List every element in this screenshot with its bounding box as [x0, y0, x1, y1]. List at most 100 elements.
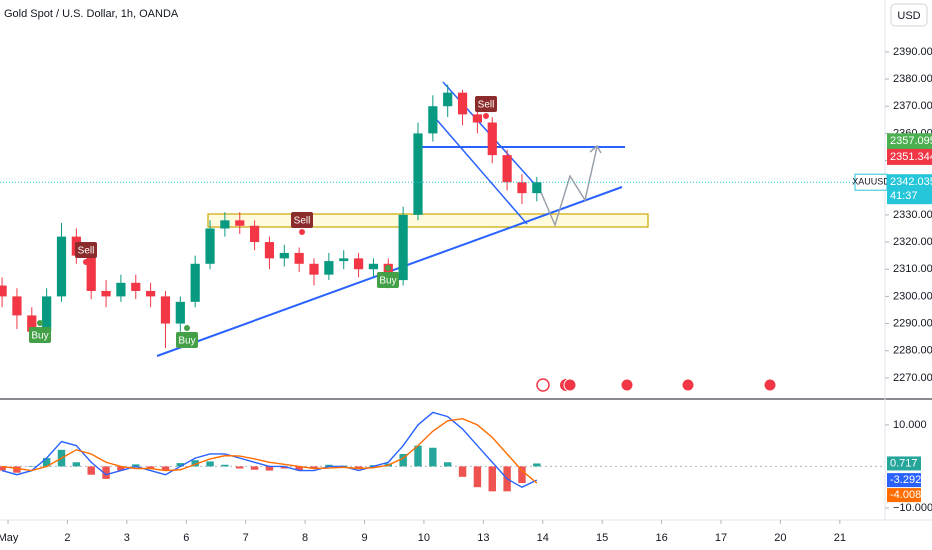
signal-dot	[83, 259, 89, 265]
signal-badge	[475, 96, 497, 112]
macd-line	[1, 417, 538, 484]
event-icon[interactable]	[681, 378, 695, 392]
candle-body	[324, 261, 334, 275]
candle-body	[160, 296, 171, 324]
event-icons	[536, 378, 777, 392]
x-tick-label: 9	[361, 532, 367, 544]
macd-histogram-bar	[42, 458, 51, 467]
candle-body	[264, 242, 275, 259]
macd-histogram-bar	[265, 466, 274, 471]
last-price-label: 2342.035	[890, 176, 932, 188]
candle-body	[220, 220, 230, 229]
macd-histogram-bar	[191, 460, 199, 467]
price-tag	[887, 148, 932, 165]
candle-body	[0, 285, 7, 297]
candle-body	[413, 133, 423, 215]
macd-histogram-bar	[28, 466, 36, 467]
candle-body	[532, 182, 542, 194]
candle-body	[368, 263, 379, 270]
price-tag-label: 2351.344	[890, 151, 932, 163]
y-tick-label: 2310.000	[893, 263, 932, 275]
candle-body	[56, 236, 67, 297]
x-tick-label: 14	[537, 532, 549, 544]
y-tick-label: 2370.000	[893, 100, 932, 112]
macd-value-tag	[887, 456, 921, 471]
signal-badge	[377, 272, 399, 288]
channel-line	[429, 111, 528, 225]
macd-histogram-bar	[518, 466, 526, 484]
x-tick-label: 15	[596, 532, 608, 544]
macd-histogram-bar	[399, 453, 407, 467]
macd-histogram-bar	[473, 466, 482, 488]
price-tag-label: 2357.095	[890, 135, 932, 147]
macd-histogram-bar	[117, 466, 125, 471]
macd-histogram-bar	[458, 466, 467, 477]
macd-histogram-bar	[13, 466, 21, 473]
zone-box	[207, 213, 649, 228]
x-tick-label: 21	[834, 532, 846, 544]
x-tick-label: 3	[124, 532, 130, 544]
candle-body	[383, 263, 393, 281]
signal-dot	[483, 113, 489, 119]
macd-histogram-bar	[429, 447, 437, 467]
x-tick-label: 2	[64, 532, 70, 544]
x-tick-label: 17	[715, 532, 727, 544]
event-icon[interactable]	[563, 378, 577, 392]
macd-histogram-bar	[132, 464, 140, 467]
y2-tick-label: 10.000	[893, 419, 927, 431]
candle-body	[428, 106, 438, 134]
candle-body	[190, 263, 200, 302]
macd-histogram-bar	[221, 464, 229, 467]
candle-body	[294, 252, 304, 264]
macd-histogram-bar	[310, 466, 318, 469]
macd-histogram-bar	[206, 461, 214, 467]
currency-button[interactable]	[890, 3, 928, 27]
signal-dot	[299, 229, 305, 235]
candle-body	[249, 225, 260, 243]
x-tick-label: May	[0, 532, 19, 544]
candle-body	[27, 315, 37, 332]
macd-histogram-bar	[354, 466, 363, 469]
macd-histogram-bar	[236, 466, 244, 469]
macd-histogram-bar	[488, 466, 496, 492]
candle-body	[205, 228, 215, 264]
candle-body	[502, 155, 512, 183]
y-tick-label: 2300.000	[893, 290, 932, 302]
y-tick-label: 2320.000	[893, 236, 932, 248]
y-tick-label: 2270.000	[893, 372, 932, 384]
candle-body	[116, 282, 126, 297]
countdown-label: 41:37	[890, 190, 918, 202]
projection-arrowhead	[589, 144, 602, 154]
x-tick-label: 8	[302, 532, 308, 544]
macd-value-label: -3.292	[890, 474, 921, 486]
candle-body	[101, 290, 111, 297]
signal-dot	[37, 320, 43, 326]
macd-histogram-bar	[533, 463, 541, 467]
candle-body	[443, 92, 453, 107]
candle-body	[12, 296, 22, 316]
candle-body	[353, 258, 364, 270]
event-icon[interactable]	[536, 378, 550, 392]
macd-histogram-bar	[72, 462, 81, 467]
candle-body	[42, 296, 52, 332]
x-tick-label: 20	[774, 532, 786, 544]
macd-histogram-bar	[280, 466, 289, 469]
macd-histogram-bar	[414, 445, 422, 467]
y-tick-label: 2380.000	[893, 73, 932, 85]
candle-body	[398, 214, 408, 281]
candle-body	[472, 114, 483, 123]
candle-body	[517, 182, 527, 194]
candle-body	[457, 92, 468, 115]
macd-value-tag	[887, 473, 921, 488]
y-tick-label: 2390.000	[893, 46, 932, 58]
x-tick-label: 6	[183, 532, 189, 544]
y-tick-label: 2330.000	[893, 209, 932, 221]
price-tag	[887, 133, 932, 150]
x-tick-label: 10	[418, 532, 430, 544]
event-icon[interactable]	[620, 378, 634, 392]
macd-value-label: -4.008	[890, 489, 921, 501]
last-price-tag	[887, 174, 932, 205]
x-tick-label: 7	[243, 532, 249, 544]
event-icon[interactable]	[763, 378, 777, 392]
y-tick-label: 2290.000	[893, 317, 932, 329]
